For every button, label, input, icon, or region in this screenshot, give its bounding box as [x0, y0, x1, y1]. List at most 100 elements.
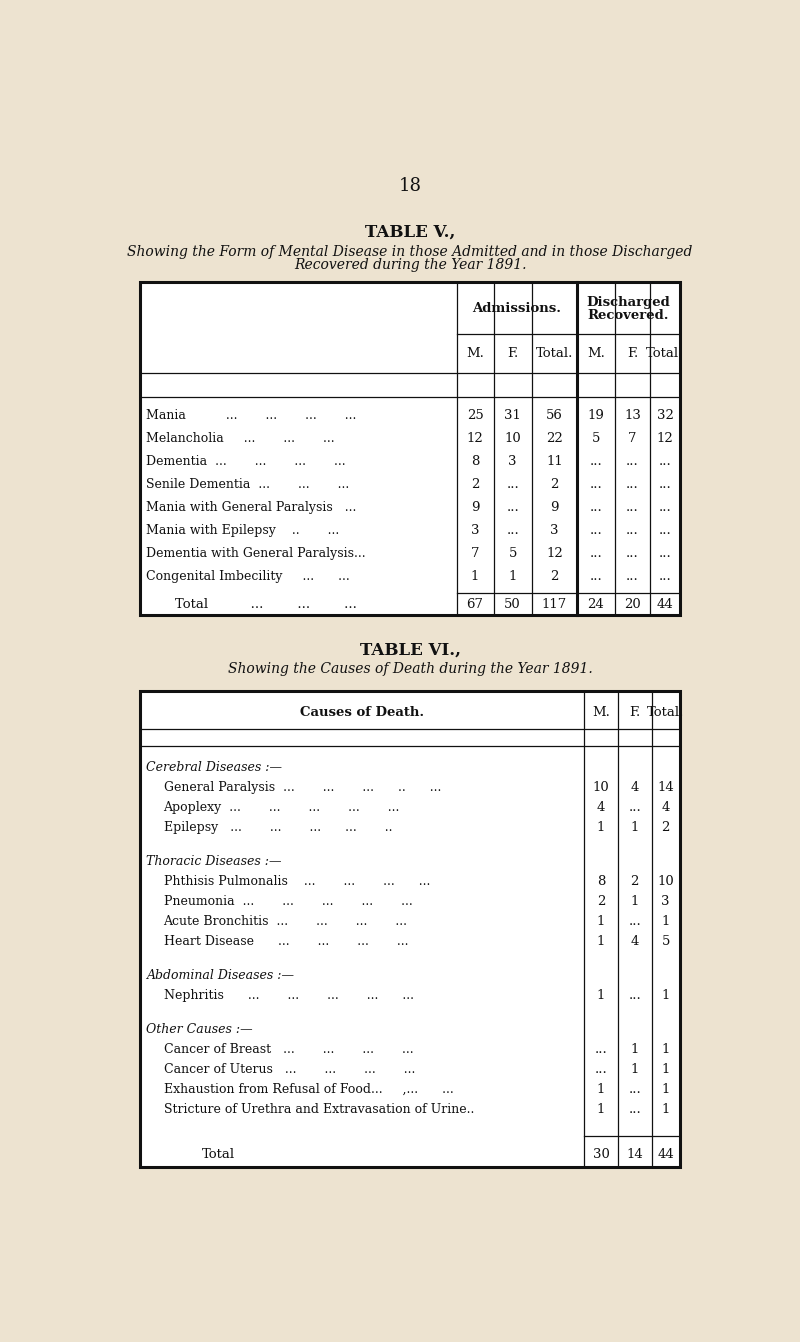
- Text: 24: 24: [588, 597, 604, 611]
- Text: Phthisis Pulmonalis    ...       ...       ...      ...: Phthisis Pulmonalis ... ... ... ...: [163, 875, 430, 888]
- Text: ...: ...: [628, 915, 641, 929]
- Text: ...: ...: [626, 455, 639, 468]
- Text: Melancholia     ...       ...       ...: Melancholia ... ... ...: [146, 432, 335, 444]
- Text: ...: ...: [590, 501, 602, 514]
- Text: Recovered during the Year 1891.: Recovered during the Year 1891.: [294, 258, 526, 272]
- Text: 10: 10: [504, 432, 521, 444]
- Text: 1: 1: [630, 821, 639, 835]
- Text: ...: ...: [658, 478, 671, 491]
- Text: TABLE VI.,: TABLE VI.,: [359, 641, 461, 659]
- Text: ...: ...: [628, 1083, 641, 1096]
- Text: TABLE V.,: TABLE V.,: [365, 223, 455, 240]
- Text: 20: 20: [624, 597, 641, 611]
- Text: 11: 11: [546, 455, 563, 468]
- Text: 1: 1: [630, 1043, 639, 1056]
- Text: 1: 1: [662, 1103, 670, 1117]
- Text: 1: 1: [509, 570, 517, 584]
- Text: ...: ...: [628, 989, 641, 1002]
- Text: 13: 13: [624, 409, 641, 421]
- Text: ...: ...: [506, 478, 519, 491]
- Text: Stricture of Urethra and Extravasation of Urine..: Stricture of Urethra and Extravasation o…: [163, 1103, 474, 1117]
- Text: 3: 3: [662, 895, 670, 909]
- Text: 8: 8: [471, 455, 479, 468]
- Text: 22: 22: [546, 432, 563, 444]
- Text: ...: ...: [658, 525, 671, 537]
- Text: ...: ...: [506, 525, 519, 537]
- Text: 1: 1: [597, 935, 606, 949]
- Text: ...: ...: [658, 455, 671, 468]
- Text: 3: 3: [509, 455, 517, 468]
- Text: Showing the Causes of Death during the Year 1891.: Showing the Causes of Death during the Y…: [228, 662, 592, 676]
- Text: Dementia  ...       ...       ...       ...: Dementia ... ... ... ...: [146, 455, 346, 468]
- Text: 1: 1: [597, 821, 606, 835]
- Text: Total          ...        ...        ...: Total ... ... ...: [175, 597, 357, 611]
- Text: Senile Dementia  ...       ...       ...: Senile Dementia ... ... ...: [146, 478, 350, 491]
- Text: Cerebral Diseases :—: Cerebral Diseases :—: [146, 761, 282, 774]
- Text: ...: ...: [626, 570, 639, 584]
- Text: Thoracic Diseases :—: Thoracic Diseases :—: [146, 855, 282, 868]
- Text: Pneumonia  ...       ...       ...       ...       ...: Pneumonia ... ... ... ... ...: [163, 895, 412, 909]
- Text: 4: 4: [662, 801, 670, 815]
- Text: F.: F.: [507, 348, 518, 360]
- Text: General Paralysis  ...       ...       ...      ..      ...: General Paralysis ... ... ... .. ...: [163, 781, 441, 794]
- Text: Cancer of Breast   ...       ...       ...       ...: Cancer of Breast ... ... ... ...: [163, 1043, 413, 1056]
- Text: Nephritis      ...       ...       ...       ...      ...: Nephritis ... ... ... ... ...: [163, 989, 414, 1002]
- Text: 9: 9: [550, 501, 558, 514]
- Text: 12: 12: [657, 432, 674, 444]
- Text: ...: ...: [590, 455, 602, 468]
- Text: ...: ...: [658, 548, 671, 560]
- Text: Dementia with General Paralysis...: Dementia with General Paralysis...: [146, 548, 366, 560]
- Text: 3: 3: [471, 525, 479, 537]
- Text: Causes of Death.: Causes of Death.: [300, 706, 425, 719]
- Text: Heart Disease      ...       ...       ...       ...: Heart Disease ... ... ... ...: [163, 935, 408, 949]
- Text: 1: 1: [597, 989, 606, 1002]
- Text: 2: 2: [550, 478, 558, 491]
- Text: 1: 1: [630, 1063, 639, 1076]
- Text: Epilepsy   ...       ...       ...      ...       ..: Epilepsy ... ... ... ... ..: [163, 821, 392, 835]
- Text: Cancer of Uterus   ...       ...       ...       ...: Cancer of Uterus ... ... ... ...: [163, 1063, 415, 1076]
- Text: 19: 19: [587, 409, 605, 421]
- Text: ...: ...: [628, 801, 641, 815]
- Text: 1: 1: [662, 1083, 670, 1096]
- Text: 2: 2: [471, 478, 479, 491]
- Text: Showing the Form of Mental Disease in those Admitted and in those Discharged: Showing the Form of Mental Disease in th…: [127, 244, 693, 259]
- Text: Total.: Total.: [647, 706, 685, 719]
- Text: 4: 4: [630, 935, 639, 949]
- Text: ...: ...: [594, 1043, 607, 1056]
- Text: 14: 14: [626, 1147, 643, 1161]
- Text: Recovered.: Recovered.: [588, 309, 670, 322]
- Text: ...: ...: [626, 501, 639, 514]
- Text: Total.: Total.: [646, 348, 684, 360]
- Bar: [140, 282, 680, 616]
- Text: ...: ...: [628, 1103, 641, 1117]
- Text: Total.: Total.: [536, 348, 574, 360]
- Text: 9: 9: [471, 501, 479, 514]
- Text: 1: 1: [597, 1103, 606, 1117]
- Text: Acute Bronchitis  ...       ...       ...       ...: Acute Bronchitis ... ... ... ...: [163, 915, 407, 929]
- Text: Mania with Epilepsy    ..       ...: Mania with Epilepsy .. ...: [146, 525, 340, 537]
- Text: M.: M.: [592, 706, 610, 719]
- Text: 10: 10: [658, 875, 674, 888]
- Text: 4: 4: [630, 781, 639, 794]
- Text: 12: 12: [546, 548, 563, 560]
- Text: 12: 12: [466, 432, 483, 444]
- Text: ...: ...: [506, 501, 519, 514]
- Text: 3: 3: [550, 525, 558, 537]
- Text: 44: 44: [657, 597, 674, 611]
- Text: ...: ...: [590, 478, 602, 491]
- Text: 56: 56: [546, 409, 563, 421]
- Text: Exhaustion from Refusal of Food...     ,...      ...: Exhaustion from Refusal of Food... ,... …: [163, 1083, 454, 1096]
- Text: 2: 2: [630, 875, 639, 888]
- Text: Discharged: Discharged: [586, 297, 670, 309]
- Text: ...: ...: [658, 501, 671, 514]
- Text: 10: 10: [593, 781, 610, 794]
- Text: 30: 30: [593, 1147, 610, 1161]
- Text: 1: 1: [597, 1083, 606, 1096]
- Text: ...: ...: [590, 548, 602, 560]
- Text: 32: 32: [657, 409, 674, 421]
- Text: 5: 5: [662, 935, 670, 949]
- Text: Mania with General Paralysis   ...: Mania with General Paralysis ...: [146, 501, 357, 514]
- Text: 1: 1: [597, 915, 606, 929]
- Text: ...: ...: [658, 570, 671, 584]
- Text: 7: 7: [628, 432, 637, 444]
